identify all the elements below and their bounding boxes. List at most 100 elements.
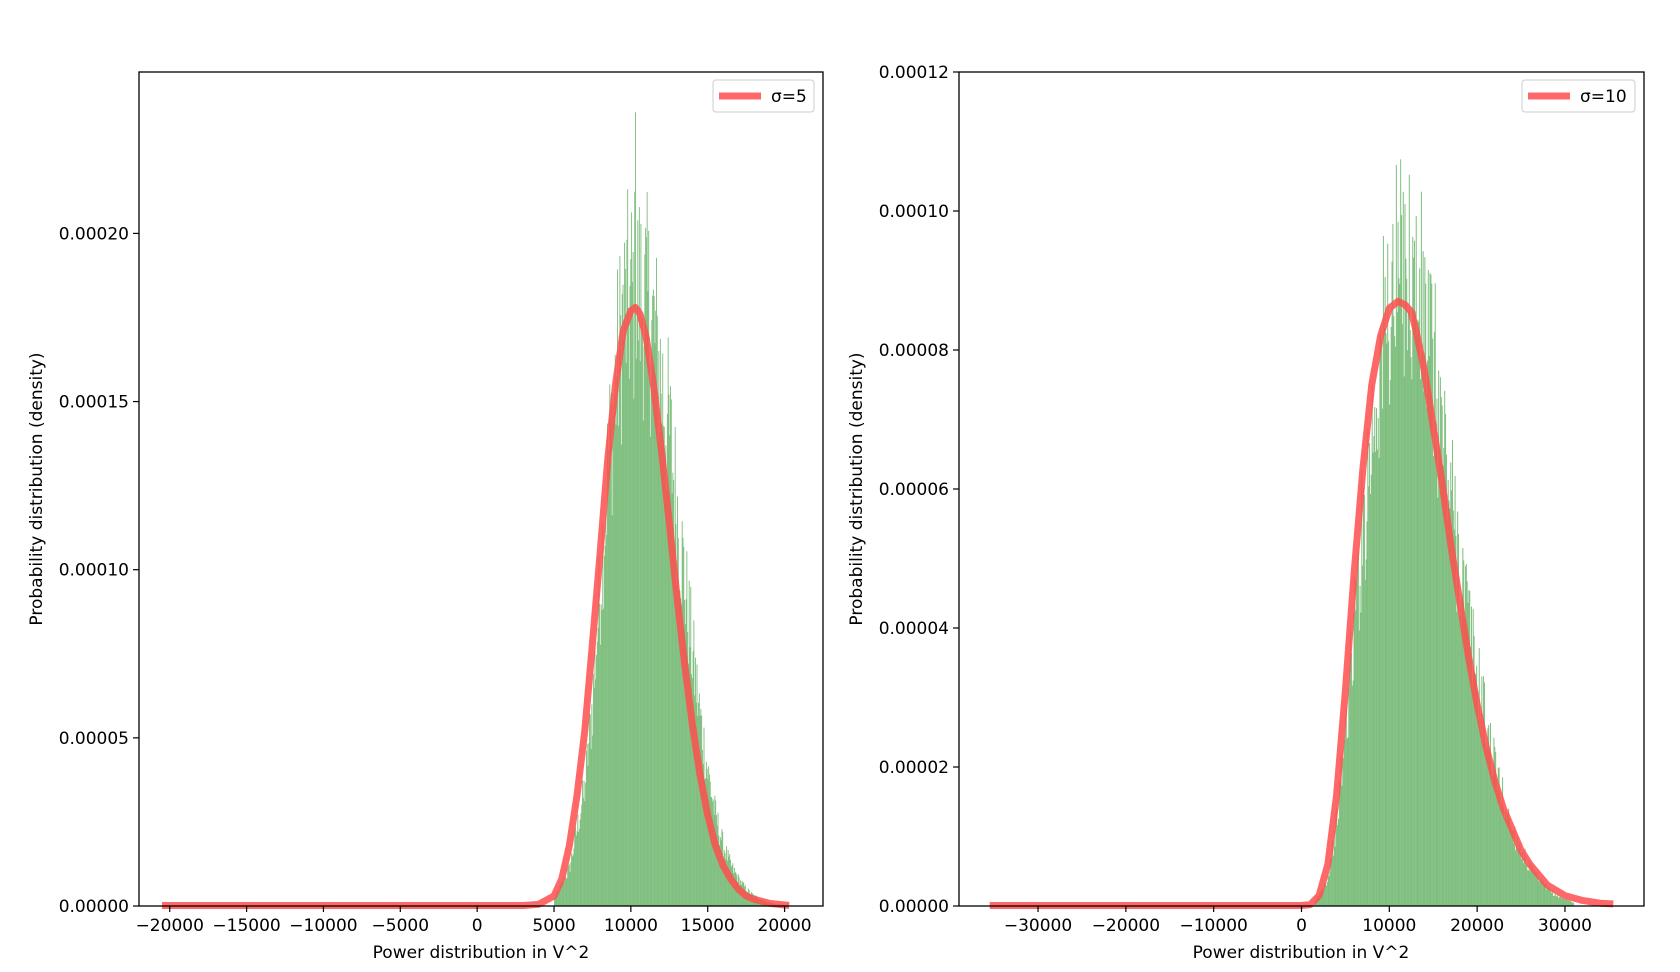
histogram-bar [636,306,638,906]
histogram-bar [1572,902,1574,906]
histogram-bar [1491,781,1493,906]
histogram-bar [1339,783,1341,906]
histogram-bar [655,310,657,906]
histogram-bar [1421,353,1423,906]
histogram-bar [669,435,671,906]
histogram-bar [1401,215,1403,907]
histogram-bar [725,859,727,906]
histogram-bar [1427,269,1429,906]
histogram-bar [1472,609,1474,906]
histogram-bar [1477,720,1479,906]
histogram-bar [1496,790,1498,906]
histogram-bar [1456,611,1458,906]
histogram-bar [713,814,715,906]
histogram-bar [1426,406,1428,906]
histogram-bar [1378,458,1380,906]
histogram-bar [1375,408,1377,906]
histogram-bar [1431,283,1433,906]
plot-frame-right [958,71,1645,907]
histogram-bar [630,259,632,906]
histogram-bar [694,657,696,906]
histogram-bar [730,866,732,906]
histogram-bar [582,797,584,906]
x-tick-label: −10000 [1180,916,1248,936]
histogram-bar [606,534,608,906]
histogram-bar [1470,646,1472,906]
histogram-bar [1388,404,1390,906]
histogram-bar [704,779,706,906]
histogram-bar [1447,479,1449,906]
histogram-bar [592,673,594,906]
histogram-bar [1446,520,1448,906]
histogram-bar [1476,665,1478,906]
histogram-bar [610,393,612,906]
histogram-bar [599,603,601,906]
histogram-bar [670,386,671,906]
histogram-bar [637,220,639,906]
histogram-bar [560,884,562,906]
histogram-bar [1410,357,1412,906]
histogram-bar [1499,793,1501,906]
histogram-bar [1545,883,1547,906]
histogram-bar [1482,744,1484,906]
histogram-bar [1404,204,1406,907]
histogram-bar [587,765,589,906]
histogram-bar [667,337,669,906]
histogram-bar [656,315,658,907]
histogram-bar [628,307,629,906]
histogram-bar [703,727,705,906]
histogram-bar [1430,274,1432,906]
histogram-bar [712,801,714,906]
histogram-bar [1434,283,1436,907]
histogram-bar [638,340,640,906]
histogram-bar [1362,565,1364,906]
histogram-bar [1455,535,1457,906]
y-tick-label: 0.00002 [879,758,949,778]
histogram-bar [583,780,585,906]
histogram-bar [591,704,593,906]
histogram-bar [1466,581,1468,906]
histogram-bar [711,797,713,906]
histogram-bar [649,436,651,906]
histogram-bar [603,556,605,906]
legend-box-left [712,79,815,113]
histogram-bar [1527,870,1529,906]
histogram-bar [709,781,711,906]
histogram-bar [690,586,692,906]
histogram-bar [1515,850,1517,906]
y-tick-label: 0.00000 [59,897,129,917]
histogram-bar [575,827,576,906]
histogram-bar [697,715,699,906]
histogram-bar [1337,825,1339,906]
legend-box-right [1521,79,1636,113]
histogram-bar [1394,346,1396,906]
histogram-bar [1571,902,1573,906]
histogram-bars-right [1314,159,1574,907]
histogram-bar [1389,380,1391,906]
histogram-bar [600,604,602,906]
histogram-bar [664,457,666,906]
histogram-bar [705,761,707,906]
histogram-bar [1513,843,1515,906]
histogram-bar [1364,579,1366,906]
histogram-bar [696,664,698,906]
histogram-bar [659,338,661,906]
histogram-bar [1445,413,1447,906]
histogram-bar [576,831,578,906]
histogram-bar [684,600,685,906]
histogram-bar [605,512,607,906]
histogram-bar [706,768,708,906]
histogram-bar [672,472,674,906]
histogram-bar [1326,882,1328,906]
histogram-bar [626,239,628,907]
x-tick-label: −15000 [212,916,280,936]
histogram-bar [1511,831,1513,906]
histogram-bar [718,835,720,906]
histogram-bar [1497,768,1499,906]
histogram-bar [1490,769,1492,906]
histogram-bar [1340,757,1342,906]
histogram-bar [1329,871,1331,906]
x-tick-label: 30000 [1538,916,1592,936]
histogram-bar [1551,892,1553,906]
histogram-bar [627,189,629,906]
